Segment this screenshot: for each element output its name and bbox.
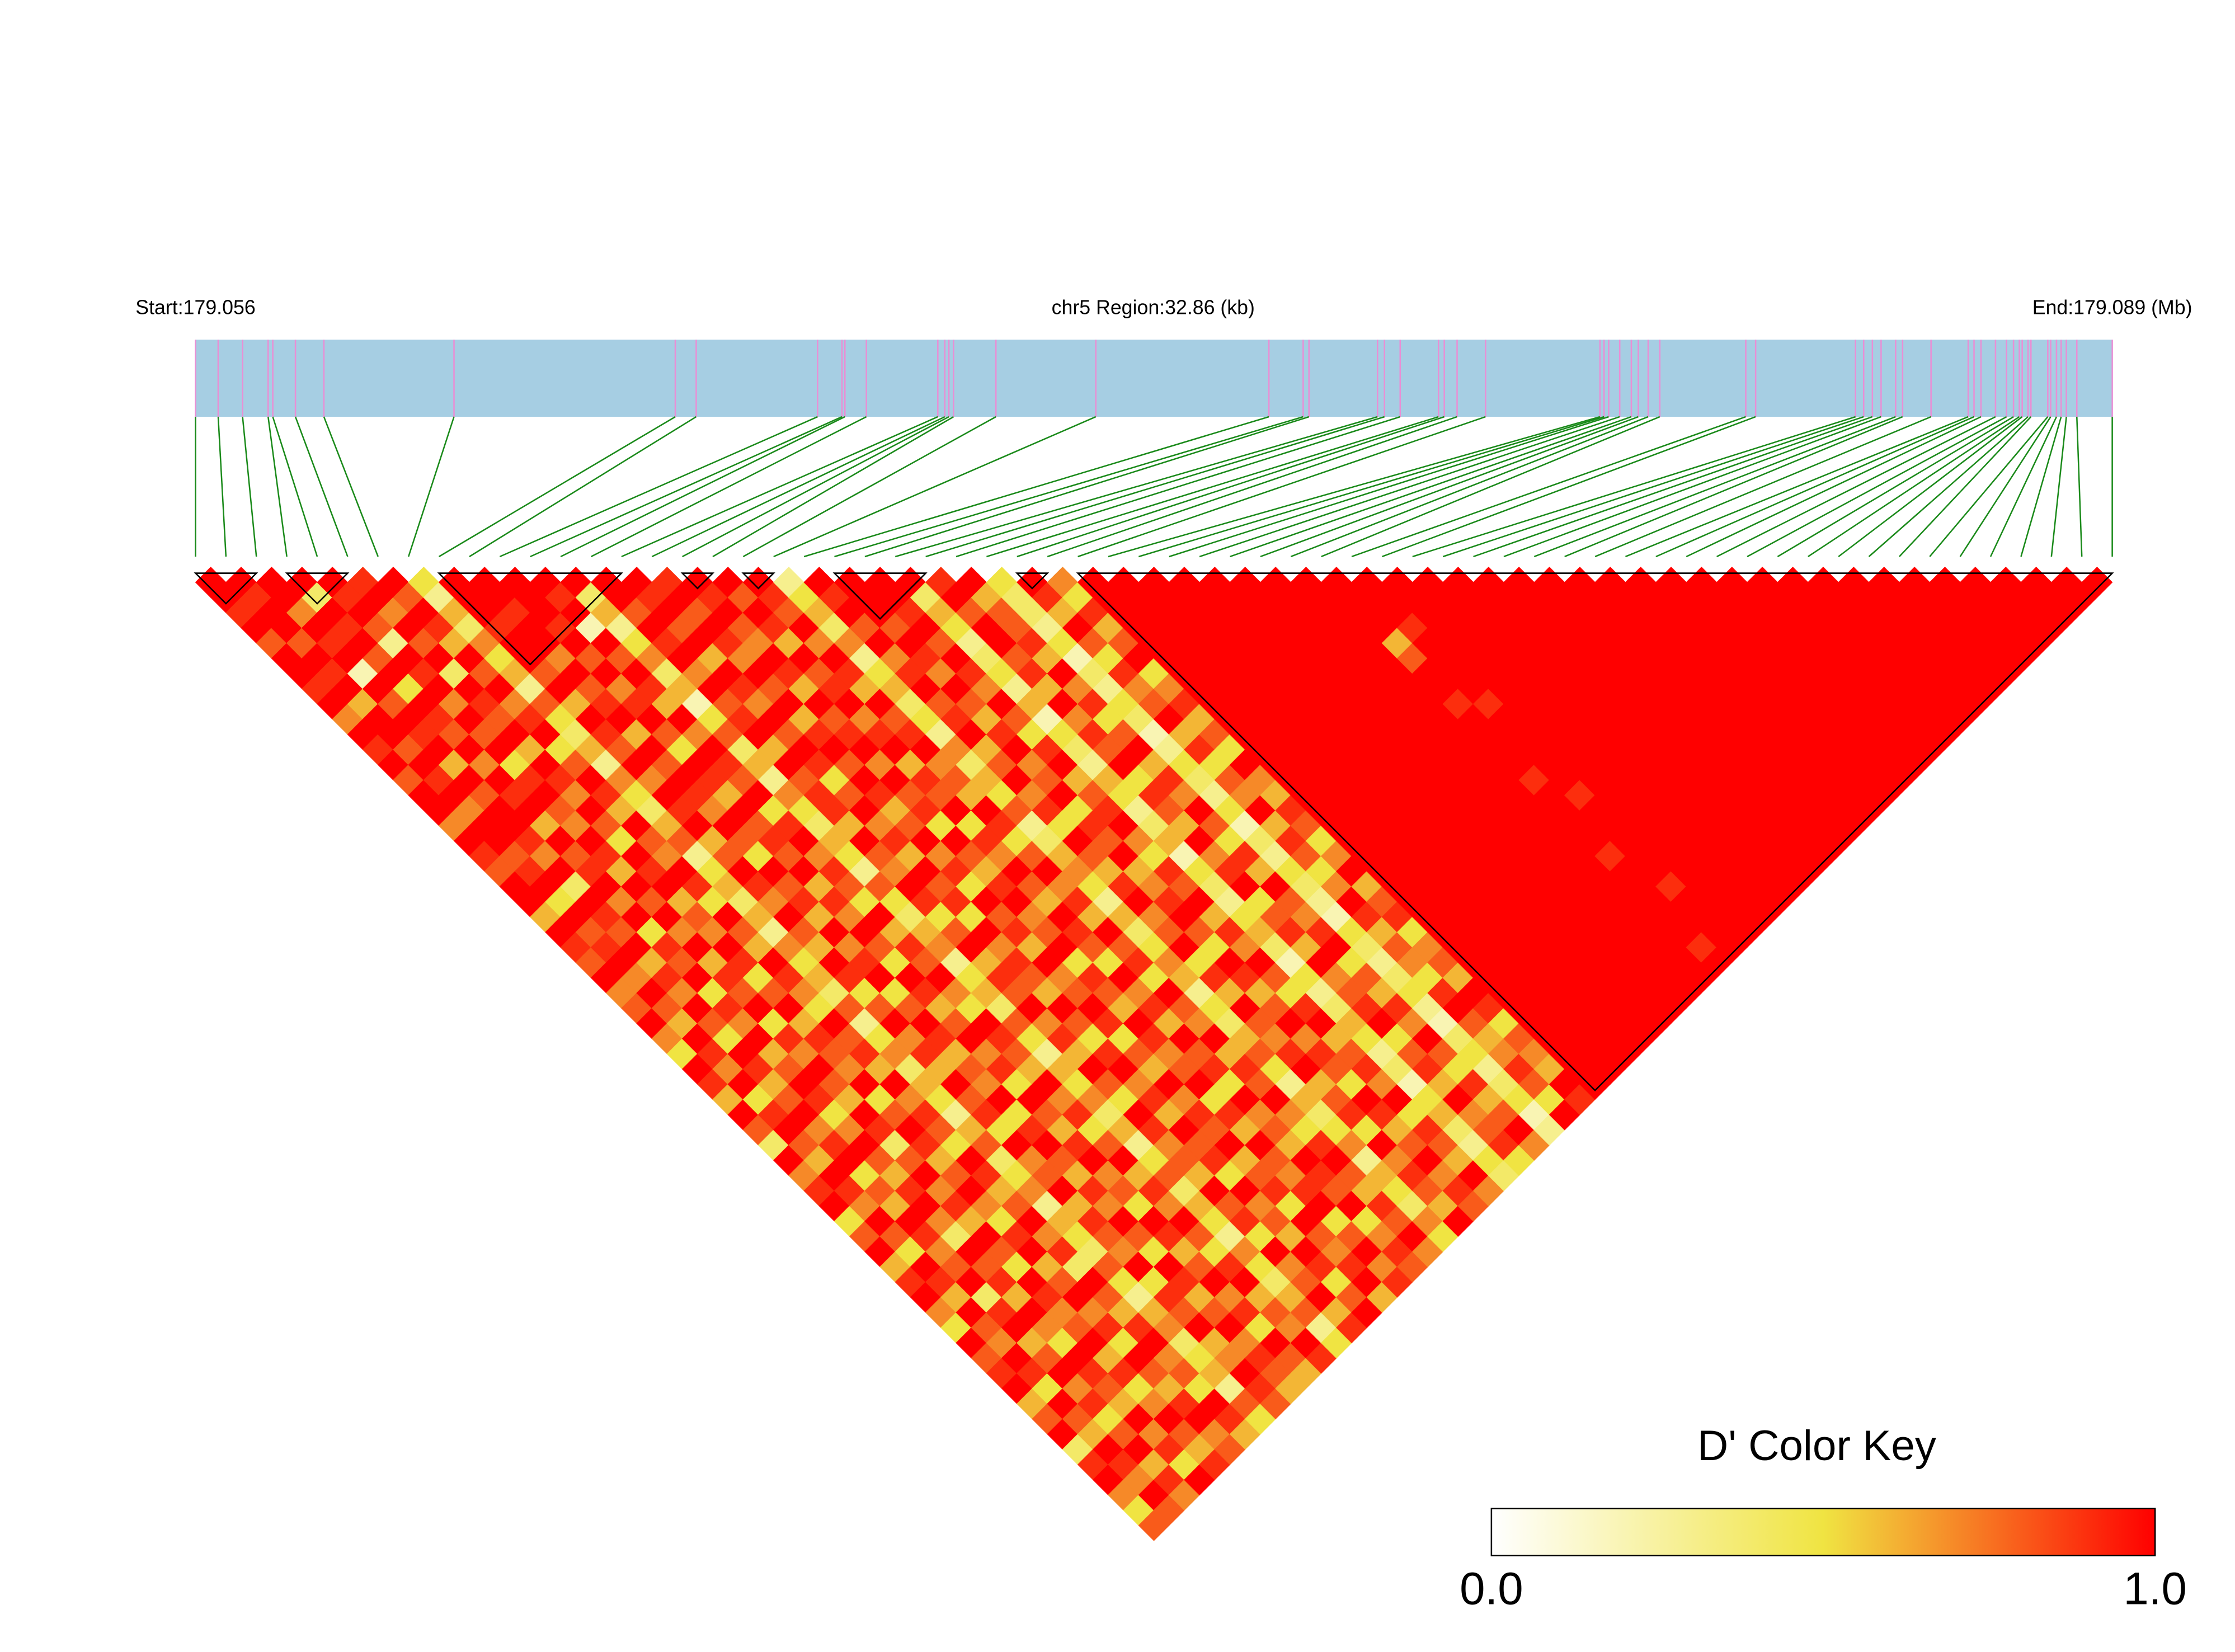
snp-connector — [834, 416, 1304, 558]
haplotype-block — [437, 572, 623, 666]
haplotype-block — [194, 572, 258, 605]
snp-connector — [1169, 416, 1609, 558]
color-key-title: D' Color Key — [1697, 1422, 1937, 1470]
snp-connector — [1047, 416, 1457, 558]
snp-connector — [682, 416, 949, 558]
snp-connector — [712, 416, 954, 558]
snp-connector — [651, 416, 945, 558]
snp-connector — [1138, 416, 1605, 558]
snp-connector — [1898, 416, 2032, 557]
snp-connector — [407, 416, 455, 557]
haplotype-block — [741, 572, 775, 590]
snp-connector — [267, 416, 288, 557]
snp-connector — [956, 416, 1401, 558]
snp-connector — [803, 416, 1269, 558]
snp-connector — [986, 416, 1439, 558]
end-label: End:179.089 (Mb) — [2032, 296, 2192, 318]
snp-connector — [1868, 416, 2029, 557]
snp-connector — [864, 416, 1310, 558]
snp-connector — [1381, 416, 1756, 558]
snp-connector — [1686, 416, 1982, 558]
snp-connector — [1564, 416, 1903, 558]
snp-connector — [1716, 416, 1996, 558]
region-label: chr5 Region:32.86 (kb) — [1052, 296, 1255, 318]
snp-connector — [560, 416, 845, 558]
snp-connector — [1533, 416, 1896, 558]
start-label: Start:179.056 — [135, 296, 255, 318]
snp-connector — [2076, 416, 2083, 557]
snp-connector — [1412, 416, 1856, 558]
region-track — [195, 340, 2112, 417]
snp-connector — [530, 416, 843, 558]
snp-connector — [1503, 416, 1881, 558]
snp-connector — [2050, 416, 2067, 557]
snp-connector — [323, 416, 379, 557]
snp-connector — [1959, 416, 2052, 557]
snp-connector — [1655, 416, 1975, 558]
snp-connector — [1808, 416, 2020, 558]
haplotype-block — [832, 572, 928, 620]
snp-connector — [1290, 416, 1649, 558]
snp-connector — [242, 416, 257, 557]
ld-cell — [2081, 566, 2113, 598]
snp-connector — [469, 416, 697, 558]
snp-connector — [1351, 416, 1746, 558]
color-key-bar — [1490, 1508, 2156, 1557]
snp-connector — [742, 416, 996, 558]
snp-connector — [590, 416, 867, 558]
snp-connector — [1929, 416, 2049, 557]
haplotype-block — [1015, 572, 1050, 590]
snp-connector — [1747, 416, 2007, 558]
snp-connector — [773, 416, 1097, 558]
snp-connector — [1594, 416, 1932, 558]
color-key-tick-label: 0.0 — [1460, 1563, 1523, 1614]
snp-connector — [1777, 416, 2014, 558]
snp-connector — [2020, 416, 2062, 557]
ld-cells — [195, 566, 2113, 1541]
snp-connector — [1017, 416, 1445, 558]
snp-connector — [1473, 416, 1873, 558]
snp-connector — [1108, 416, 1601, 558]
snp-connector — [294, 416, 349, 557]
color-key-tick-label: 1.0 — [2123, 1563, 2186, 1614]
snp-connector — [217, 416, 227, 557]
haplotype-block — [285, 572, 350, 605]
snp-connector — [925, 416, 1385, 558]
snp-connector — [1989, 416, 2058, 557]
snp-connector — [1442, 416, 1864, 558]
snp-connector — [1199, 416, 1620, 558]
snp-connector — [272, 416, 318, 557]
snp-connector — [1625, 416, 1969, 558]
snp-connector — [438, 416, 676, 558]
haplotype-block — [1076, 572, 2114, 1091]
snp-connector — [499, 416, 818, 558]
snp-connector — [1321, 416, 1660, 558]
snp-connector — [621, 416, 938, 558]
snp-connector — [1260, 416, 1639, 558]
snp-connector — [1077, 416, 1486, 558]
snp-connector — [1838, 416, 2023, 557]
haplotype-block — [680, 572, 715, 590]
snp-connector — [895, 416, 1378, 558]
snp-connector — [1230, 416, 1632, 558]
